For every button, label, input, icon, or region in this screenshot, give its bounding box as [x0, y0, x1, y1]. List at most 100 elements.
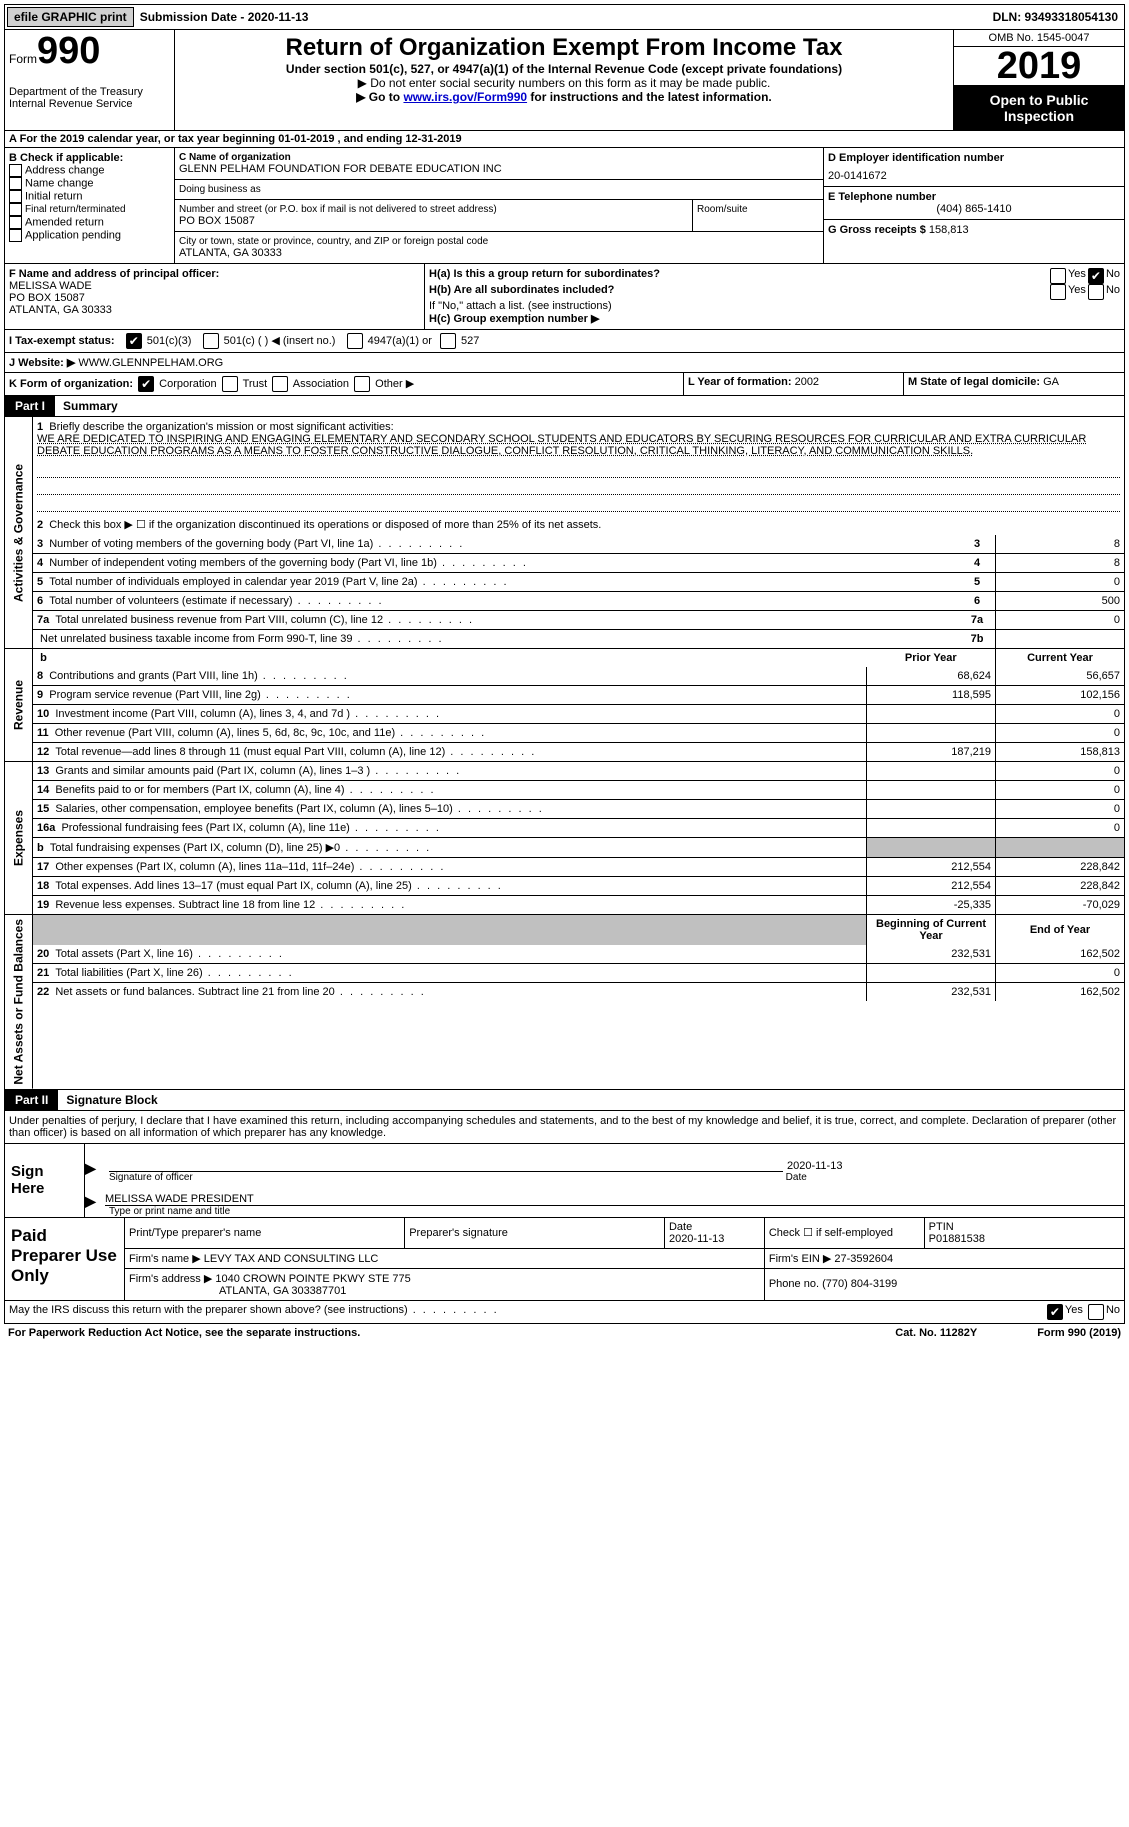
checkbox-address-change[interactable]	[9, 164, 22, 177]
checkbox-527[interactable]	[440, 333, 456, 349]
section-activities: Activities & Governance 1 Briefly descri…	[4, 417, 1125, 649]
hdr-self-employed: Check ☐ if self-employed	[764, 1218, 924, 1249]
box-d-e-g: D Employer identification number 20-0141…	[824, 148, 1124, 263]
checkbox-application-pending[interactable]	[9, 229, 22, 242]
checkbox-501c3[interactable]	[126, 333, 142, 349]
checkbox-hb-yes[interactable]	[1050, 284, 1066, 300]
section-expenses: Expenses 13 Grants and similar amounts p…	[4, 762, 1125, 915]
table-row: 20 Total assets (Part X, line 16)232,531…	[33, 945, 1124, 964]
irs-link[interactable]: www.irs.gov/Form990	[403, 90, 527, 104]
checkbox-discuss-no[interactable]	[1088, 1304, 1104, 1320]
label-yes2: Yes	[1068, 284, 1086, 300]
city-state-zip: ATLANTA, GA 30333	[179, 247, 819, 259]
label-year-formation: L Year of formation:	[688, 376, 792, 388]
form-title: Return of Organization Exempt From Incom…	[179, 34, 949, 62]
hdr-prior-year: Prior Year	[867, 649, 996, 667]
label-state-domicile: M State of legal domicile:	[908, 376, 1040, 388]
form-note2: ▶ Go to www.irs.gov/Form990 for instruct…	[179, 90, 949, 104]
sign-here-label: Sign Here	[5, 1144, 85, 1217]
note2-post: for instructions and the latest informat…	[527, 90, 772, 104]
top-bar: efile GRAPHIC print Submission Date - 20…	[4, 4, 1125, 30]
hdr-begin-year: Beginning of Current Year	[867, 915, 996, 945]
table-row: 7a Total unrelated business revenue from…	[33, 611, 1124, 630]
checkbox-association[interactable]	[272, 376, 288, 392]
label-name-change: Name change	[25, 177, 94, 189]
checkbox-hb-no[interactable]	[1088, 284, 1104, 300]
section-netassets: Net Assets or Fund Balances Beginning of…	[4, 915, 1125, 1090]
label-yes: Yes	[1068, 268, 1086, 284]
table-row: 6 Total number of volunteers (estimate i…	[33, 592, 1124, 611]
telephone-value: (404) 865-1410	[828, 203, 1120, 215]
table-row: b Total fundraising expenses (Part IX, c…	[33, 838, 1124, 858]
row-i: I Tax-exempt status: 501(c)(3) 501(c) ( …	[4, 330, 1125, 353]
opt-501c: 501(c) ( ) ◀ (insert no.)	[224, 335, 336, 347]
label-dba: Doing business as	[179, 184, 819, 195]
label-phone: Phone no.	[769, 1278, 819, 1290]
table-row: 10 Investment income (Part VIII, column …	[33, 705, 1124, 724]
label-no: No	[1106, 268, 1120, 284]
box-f-h: F Name and address of principal officer:…	[4, 264, 1125, 330]
blank-line	[37, 480, 1120, 495]
row-klm: K Form of organization: Corporation Trus…	[4, 373, 1125, 396]
checkbox-ha-no[interactable]	[1088, 268, 1104, 284]
firm-ein: 27-3592604	[834, 1253, 893, 1265]
officer-addr1: PO BOX 15087	[9, 292, 420, 304]
checkbox-initial-return[interactable]	[9, 190, 22, 203]
firm-city: ATLANTA, GA 303387701	[129, 1285, 346, 1297]
efile-button[interactable]: efile GRAPHIC print	[7, 7, 134, 27]
checkbox-4947[interactable]	[347, 333, 363, 349]
checkbox-name-change[interactable]	[9, 177, 22, 190]
checkbox-amended[interactable]	[9, 216, 22, 229]
mission-text: WE ARE DEDICATED TO INSPIRING AND ENGAGI…	[37, 433, 1086, 457]
form-header: Form990 Department of the Treasury Inter…	[4, 30, 1125, 131]
checkbox-discuss-yes[interactable]	[1047, 1304, 1063, 1320]
revenue-table: bPrior YearCurrent Year 8 Contributions …	[33, 649, 1124, 761]
label-yes3: Yes	[1065, 1304, 1083, 1320]
table-row: 18 Total expenses. Add lines 13–17 (must…	[33, 877, 1124, 896]
hdr-current-year: Current Year	[996, 649, 1125, 667]
checkbox-final-return[interactable]	[9, 203, 22, 216]
checkbox-ha-yes[interactable]	[1050, 268, 1066, 284]
checkbox-other[interactable]	[354, 376, 370, 392]
state-domicile: GA	[1043, 376, 1059, 388]
label-org-name: C Name of organization	[179, 152, 819, 163]
hdr-preparer-sig: Preparer's signature	[405, 1218, 665, 1249]
box-b: B Check if applicable: Address change Na…	[5, 148, 175, 263]
gross-receipts-value: 158,813	[929, 224, 969, 236]
table-row: 19 Revenue less expenses. Subtract line …	[33, 896, 1124, 915]
section-revenue: Revenue bPrior YearCurrent Year 8 Contri…	[4, 649, 1125, 762]
label-street: Number and street (or P.O. box if mail i…	[179, 204, 688, 215]
label-principal-officer: F Name and address of principal officer:	[9, 268, 420, 280]
label-ha: H(a) Is this a group return for subordin…	[429, 268, 1048, 284]
label-firm-addr: Firm's address ▶	[129, 1273, 212, 1285]
label-hc: H(c) Group exemption number ▶	[429, 312, 1120, 325]
label-final-return: Final return/terminated	[25, 204, 126, 215]
submission-date: Submission Date - 2020-11-13	[136, 10, 309, 24]
opt-trust: Trust	[243, 378, 268, 390]
part2-header: Part II Signature Block	[4, 1090, 1125, 1111]
vlabel-revenue: Revenue	[5, 649, 33, 761]
summary-table: 3 Number of voting members of the govern…	[33, 535, 1124, 648]
checkbox-501c[interactable]	[203, 333, 219, 349]
q2-text: Check this box ▶ ☐ if the organization d…	[49, 519, 601, 531]
arrow-icon: ▶	[85, 1160, 105, 1183]
box-b-title: B Check if applicable:	[9, 152, 170, 164]
checkbox-trust[interactable]	[222, 376, 238, 392]
opt-501c3: 501(c)(3)	[147, 335, 192, 347]
vlabel-activities: Activities & Governance	[5, 417, 33, 648]
form-num-footer: 990	[1068, 1327, 1086, 1339]
dln: DLN: 93493318054130	[993, 10, 1122, 24]
blank-line	[37, 463, 1120, 478]
checkbox-corporation[interactable]	[138, 376, 154, 392]
label-amended: Amended return	[25, 216, 104, 228]
table-row: 16a Professional fundraising fees (Part …	[33, 819, 1124, 838]
table-row: 9 Program service revenue (Part VIII, li…	[33, 686, 1124, 705]
q1-label: Briefly describe the organization's miss…	[49, 421, 393, 433]
department: Department of the Treasury Internal Reve…	[9, 86, 170, 110]
hdr-preparer-name: Print/Type preparer's name	[125, 1218, 405, 1249]
officer-name: MELISSA WADE	[9, 280, 420, 292]
label-telephone: E Telephone number	[828, 191, 1120, 203]
label-form-org: K Form of organization:	[9, 378, 133, 390]
vlabel-expenses: Expenses	[5, 762, 33, 914]
entity-info-grid: B Check if applicable: Address change Na…	[4, 148, 1125, 264]
